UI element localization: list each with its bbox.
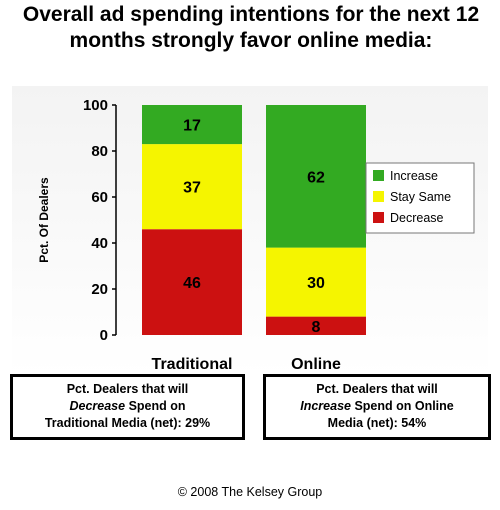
data-label: 8 (312, 319, 321, 336)
bar-traditional-increase (142, 105, 242, 145)
data-label: 62 (307, 169, 325, 186)
category-label-online: Online (291, 356, 341, 373)
bar-traditional-stay-same (142, 144, 242, 230)
callout-traditional-line-3: Traditional Media (net): 29% (44, 416, 211, 430)
y-tick-label: 20 (91, 281, 108, 298)
data-label: 46 (183, 275, 201, 292)
data-label: 37 (183, 180, 201, 197)
callout-online-line-3: Media (net): 54% (327, 416, 427, 430)
y-tick-label: 100 (83, 97, 108, 114)
bar-online-decrease (266, 316, 366, 335)
legend-label: Decrease (390, 211, 444, 225)
title-line-1: Overall ad spending intentions for the n… (22, 3, 480, 26)
callout-online: Pct. Dealers that will Increase Spend on… (263, 374, 491, 440)
callout-traditional-line-2-rest: Spend on (125, 399, 186, 413)
legend-label: Stay Same (390, 190, 451, 204)
data-label: 17 (183, 118, 201, 135)
data-label: 30 (307, 275, 325, 292)
callout-online-line-1: Pct. Dealers that will (316, 382, 438, 396)
copyright: © 2008 The Kelsey Group (177, 485, 323, 499)
callout-traditional-line-1: Pct. Dealers that will (66, 382, 189, 396)
bar-online-stay-same (266, 247, 366, 317)
callout-traditional: Pct. Dealers that will Decrease Spend on… (10, 374, 245, 440)
legend-swatch-increase (373, 170, 384, 181)
bar-traditional-decrease (142, 229, 242, 335)
legend-swatch-decrease (373, 212, 384, 223)
callout-traditional-line-2: Decrease Spend on (13, 398, 242, 415)
chart-panel: 0 20 40 60 80 100 Pct. Of Dealers 46 37 17 Traditi… (12, 86, 488, 376)
stacked-bar-chart: 0 20 40 60 80 100 Pct. Of Dealers 46 37 17 Traditi… (37, 97, 475, 373)
callout-online-line-2-rest: Spend on Online (350, 399, 454, 413)
y-tick-label: 0 (100, 327, 108, 344)
slide-title: Overall ad spending intentions for the n… (6, 2, 496, 54)
legend-swatch-stay-same (373, 191, 384, 202)
callout-online-emphasis: Increase (300, 399, 351, 413)
legend-label: Increase (390, 169, 438, 183)
bar-online-increase (266, 105, 366, 248)
y-tick-label: 80 (91, 143, 108, 160)
y-tick-label: 60 (91, 189, 108, 206)
y-axis-label: Pct. Of Dealers (37, 177, 51, 263)
category-label-traditional: Traditional (152, 356, 233, 373)
title-line-2: months strongly favor online media: (69, 29, 433, 52)
callout-traditional-emphasis: Decrease (69, 399, 126, 413)
y-tick-label: 40 (91, 235, 108, 252)
callout-online-line-2: Increase Spend on Online (266, 398, 488, 415)
